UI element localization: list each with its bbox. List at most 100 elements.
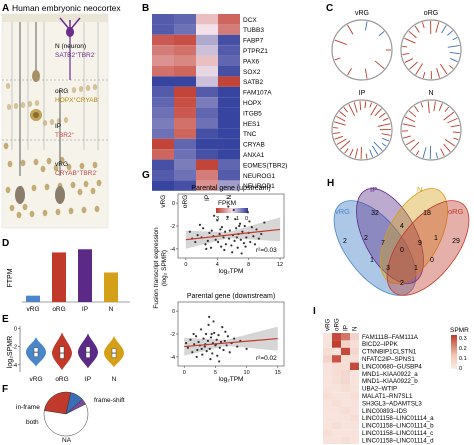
scatter-point <box>200 347 203 350</box>
circos-link <box>440 63 448 75</box>
scatter-point <box>204 243 207 246</box>
heatmap-cell <box>174 149 196 160</box>
circos-link <box>414 105 419 113</box>
ftpm-bar <box>104 272 118 302</box>
vz-cell-dot <box>77 188 83 196</box>
violin-box <box>59 346 65 359</box>
fusion-scatter-plots: Parental gene (upstream)r²=0.030 4 8 120-2-… <box>170 185 285 383</box>
svz-cell-dot <box>85 85 91 91</box>
scatter-point <box>217 334 220 337</box>
circos-link <box>404 116 416 123</box>
scatter-point <box>246 211 249 214</box>
heatmap-cell <box>152 76 174 87</box>
scatter-point <box>214 238 217 241</box>
fusion-cell <box>332 436 341 444</box>
x-tick-label: 8 <box>247 262 250 268</box>
circos-link <box>404 58 414 63</box>
circos-link <box>414 25 420 33</box>
heatmap-cell <box>152 14 174 25</box>
d-category-label: IP <box>82 306 88 313</box>
circos-link <box>420 102 424 108</box>
circos-link <box>349 148 354 157</box>
circos-link <box>364 68 368 79</box>
fusion-row-label: MND1–KIAA0922_a <box>362 371 418 378</box>
circos-link <box>382 137 390 142</box>
circos-link <box>447 117 458 124</box>
scatter-point <box>221 326 224 329</box>
scatter-point <box>218 360 221 363</box>
gene-label: ITGB5 <box>243 110 262 117</box>
heatmap-cell <box>196 170 218 181</box>
svz-cell-dot <box>92 84 98 90</box>
scatter-point <box>233 239 236 242</box>
heatmap-cell <box>152 118 174 129</box>
scatter-point <box>230 244 233 247</box>
circos-link <box>365 21 368 31</box>
e-category-label: vRG <box>30 376 43 383</box>
vz-cell-dot <box>3 142 9 150</box>
vz-cell-dot <box>53 164 59 172</box>
scatter-point <box>188 230 191 233</box>
venn-count: 3 <box>386 265 390 272</box>
vz-cell-dot <box>44 183 50 191</box>
fusion-cell <box>341 362 350 370</box>
scatter-point <box>218 232 221 236</box>
fusion-cell <box>350 377 359 385</box>
heatmap-cell <box>196 14 218 25</box>
germinal-zone-dots <box>3 83 102 219</box>
heatmap-cell <box>218 76 240 87</box>
panel-d-letter: D <box>2 238 9 249</box>
circos-link <box>452 131 460 134</box>
scatter-point <box>248 220 251 223</box>
x-axis-label: log₂TPM <box>219 268 244 275</box>
fusion-cell <box>341 414 350 422</box>
circos-link <box>340 140 351 150</box>
fusion-row-label: MALAT1–RN7SL1 <box>362 393 413 400</box>
heatmap-cell <box>218 45 240 56</box>
fusion-cell <box>323 355 332 363</box>
scatter-point <box>253 243 257 246</box>
fusion-cell <box>332 392 341 400</box>
venn-count: 4 <box>400 223 404 230</box>
fusion-column-label: vRG <box>325 318 332 331</box>
venn-counts: 2 32 18 29 4 2 1 7 9 0 1 0 3 1 2 <box>343 210 460 287</box>
panel-b-letter: B <box>142 3 149 14</box>
regression-line <box>184 337 278 348</box>
fusion-row-label: LINC01158–LINC01114_b <box>362 423 434 430</box>
heatmap-cell <box>152 128 174 139</box>
scatter-point <box>213 214 216 217</box>
scatter-point <box>249 240 252 244</box>
fusion-cell <box>341 436 350 444</box>
heatmap-cell <box>152 159 174 170</box>
heatmap-cell <box>174 180 196 191</box>
fpkm-legend-title: FPKM <box>218 200 236 207</box>
pie-label-frame-shift: frame-shift <box>94 397 125 404</box>
circos-link <box>433 101 436 112</box>
scatter-point <box>244 245 247 248</box>
pie-label-in-frame: in-frame <box>16 404 40 411</box>
scatter-point <box>238 222 242 225</box>
label-n-markers: SATB2+TBR2- <box>55 51 96 59</box>
ftpm-bar-chart: vRG oRG IP N <box>22 249 130 313</box>
svz-cell-dot <box>20 102 26 108</box>
fusion-column-label: oRG <box>334 318 341 331</box>
scatter-point <box>220 245 223 248</box>
heatmap-column-label: vRG <box>160 195 167 208</box>
heatmap-cell <box>196 149 218 160</box>
circos-link <box>443 111 455 121</box>
venn-count: 29 <box>452 238 460 245</box>
fusion-cell <box>341 355 350 363</box>
fusion-cell <box>323 429 332 437</box>
scatter-title: Parental gene (upstream) <box>191 185 270 192</box>
circos-link <box>354 148 359 159</box>
vz-cell-dot <box>90 187 96 195</box>
fusion-cell <box>332 377 341 385</box>
x-tick-label: 15 <box>275 370 281 376</box>
e-y-tick-label: -4 <box>12 363 17 369</box>
label-ip: IP <box>55 123 61 130</box>
heatmap-cell <box>196 66 218 77</box>
scatter-point <box>215 338 218 341</box>
heatmap-column-label: IP <box>204 195 211 201</box>
circos-link <box>447 45 460 48</box>
